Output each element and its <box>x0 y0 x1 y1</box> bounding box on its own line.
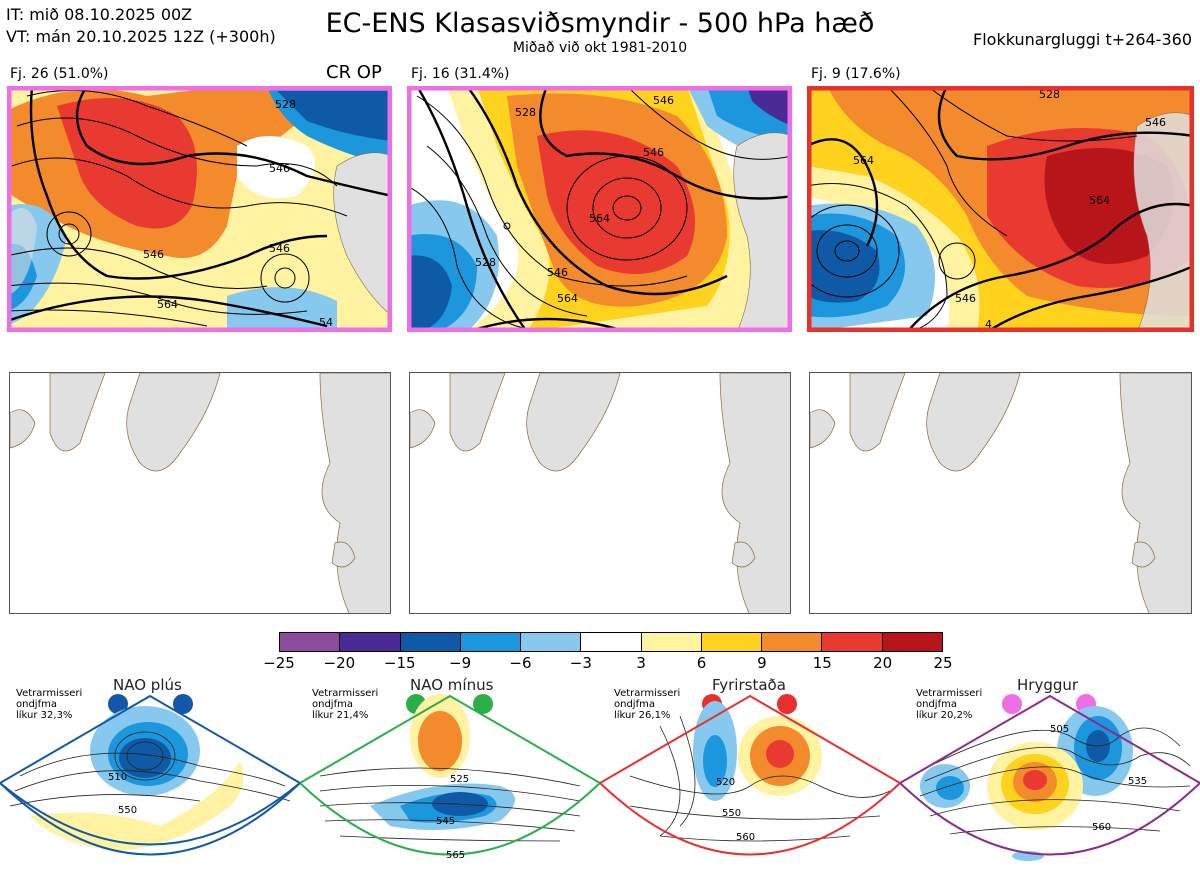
contour-label: 564 <box>157 298 178 311</box>
contour-label: 4 <box>985 318 992 331</box>
regime-note: Vetrarmisseri ondjfma líkur 32,3% <box>16 688 83 721</box>
empty-map-3 <box>809 372 1192 614</box>
regime-ridge: Vetrarmisseri ondjfma líkur 20,2% Hryggur … <box>900 676 1200 866</box>
cluster-3-label: Fj. 9 (17.6%) <box>811 66 901 82</box>
colorbar-swatch <box>521 633 582 651</box>
colorbar-swatch <box>460 633 522 651</box>
contour-label: 550 <box>118 805 137 816</box>
colorbar-tick-label: 9 <box>757 654 767 672</box>
contour-label: 535 <box>1128 776 1147 787</box>
contour-label: 528 <box>1039 88 1060 101</box>
contour-label: 525 <box>450 774 469 785</box>
colorbar-swatch <box>581 633 642 651</box>
run-info: IT: mið 08.10.2025 00Z VT: mán 20.10.202… <box>6 4 276 48</box>
contour-label: 564 <box>589 212 610 225</box>
contour-label: 546 <box>269 162 290 175</box>
colorbar-swatch <box>701 633 763 651</box>
colorbar-tick-label: −15 <box>383 654 416 672</box>
empty-map-1 <box>9 372 391 614</box>
colorbar-swatch <box>400 633 461 651</box>
contour-label: 564 <box>557 292 578 305</box>
regime-nao-plus: Vetrarmisseri ondjfma líkur 32,3% NAO plús… <box>0 676 300 866</box>
contour-label: 565 <box>446 850 465 861</box>
cluster-1-badge: CR OP <box>326 62 382 83</box>
colorbar-swatch <box>882 633 942 651</box>
colorbar <box>279 632 943 652</box>
colorbar-tick-label: 3 <box>636 654 646 672</box>
valid-time: VT: mán 20.10.2025 12Z (+300h) <box>6 27 276 46</box>
contour-label: 520 <box>716 777 735 788</box>
regime-dot <box>777 694 797 714</box>
contour-label: 550 <box>722 808 741 819</box>
classification-window: Flokkunargluggi t+264-360 <box>973 30 1192 49</box>
colorbar-ticks: −25 −20 −15 −9 −6 −3 3 6 9 15 20 25 <box>263 654 952 674</box>
contour-label: 528 <box>515 106 536 119</box>
contour-label: 510 <box>108 772 127 783</box>
contour-label: 546 <box>547 266 568 279</box>
regime-note: Vetrarmisseri ondjfma líkur 20,2% <box>916 688 983 721</box>
contour-label: 546 <box>143 248 164 261</box>
colorbar-swatch <box>280 633 341 651</box>
colorbar-swatch <box>762 633 823 651</box>
contour-label: 560 <box>736 832 755 843</box>
colorbar-tick-label: 15 <box>812 654 832 672</box>
chart-subtitle: Miðað við okt 1981-2010 <box>512 40 688 56</box>
regime-blocking: Vetrarmisseri ondjfma líkur 26,1% Fyrirsta… <box>600 676 900 866</box>
regime-dot <box>173 694 193 714</box>
colorbar-tick-label: 20 <box>873 654 893 672</box>
colorbar-tick-label: 6 <box>696 654 707 672</box>
initial-time: IT: mið 08.10.2025 00Z <box>6 5 193 24</box>
regime-name: Fyrirstaða <box>712 676 786 694</box>
cluster-frame <box>407 86 792 332</box>
contour-label: 546 <box>1145 116 1166 129</box>
contour-label: 546 <box>269 242 290 255</box>
contour-label: 546 <box>643 146 664 159</box>
contour-label: 564 <box>1089 194 1110 207</box>
colorbar-tick-label: −6 <box>509 654 532 672</box>
cluster-frame <box>7 86 392 332</box>
regime-note: Vetrarmisseri ondjfma líkur 21,4% <box>312 688 379 721</box>
contour-label: 564 <box>853 154 874 167</box>
contour-label: 505 <box>1050 724 1069 735</box>
contour-label: 560 <box>1092 822 1111 833</box>
colorbar-tick-label: −20 <box>323 654 356 672</box>
colorbar-tick-label: 25 <box>933 654 953 672</box>
cluster-2-map: 546 528 546 564 528 546 564 <box>407 86 792 332</box>
colorbar-swatch <box>822 633 883 651</box>
colorbar-swatch <box>340 633 401 651</box>
regime-note: Vetrarmisseri ondjfma líkur 26,1% <box>614 688 681 721</box>
cluster-1-label: Fj. 26 (51.0%) <box>10 66 109 82</box>
contour-label: 528 <box>475 256 496 269</box>
regime-name: Hryggur <box>1017 676 1079 694</box>
contour-label: 546 <box>955 292 976 305</box>
colorbar-tick-label: −3 <box>569 654 592 672</box>
cluster-frame <box>807 86 1194 332</box>
cluster-1-map: 528 546 546 564 546 54 <box>7 86 392 332</box>
contour-label: 545 <box>436 816 455 827</box>
colorbar-tick-label: −9 <box>449 654 472 672</box>
chart-title: EC-ENS Klasasviðsmyndir - 500 hPa hæð <box>325 8 875 39</box>
cluster-3-map: 528 546 564 546 564 4 <box>807 86 1194 332</box>
regime-dot <box>1002 694 1022 714</box>
contour-label: 528 <box>275 98 296 111</box>
empty-map-2 <box>409 372 791 614</box>
regime-dot <box>473 694 493 714</box>
contour-label: 546 <box>653 94 674 107</box>
regime-name: NAO mínus <box>410 676 494 694</box>
regime-nao-minus: Vetrarmisseri ondjfma líkur 21,4% NAO mínu… <box>300 676 600 866</box>
contour-label: 54 <box>319 316 333 329</box>
cluster-2-label: Fj. 16 (31.4%) <box>411 66 510 82</box>
regime-name: NAO plús <box>113 676 182 694</box>
colorbar-tick-label: −25 <box>263 654 295 672</box>
regime-dot <box>108 694 128 714</box>
colorbar-swatch <box>641 633 702 651</box>
